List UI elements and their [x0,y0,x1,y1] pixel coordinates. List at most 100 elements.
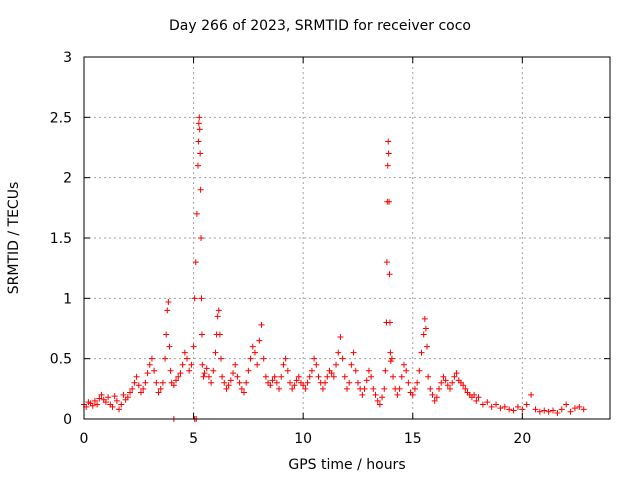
x-tick-label: 5 [189,431,198,447]
data-point [333,361,340,368]
data-point [295,373,302,380]
data-point [162,355,169,362]
data-point [127,389,134,396]
y-tick-label: 0.5 [50,352,72,368]
data-point [251,349,258,356]
data-point [205,373,212,380]
data-point [386,198,393,205]
data-point [403,367,410,374]
data-point [471,391,478,398]
data-point [388,355,395,362]
data-point [157,385,164,392]
data-point [212,349,219,356]
data-point [475,394,482,401]
data-point [142,379,149,386]
x-tick-label: 15 [404,431,422,447]
data-point [249,343,256,350]
data-point [135,382,142,389]
data-point [308,367,315,374]
data-point [153,379,160,386]
data-point [94,401,101,408]
data-point [453,370,460,377]
data-point [131,379,138,386]
data-point [216,331,223,338]
data-point [460,382,467,389]
y-tick-label: 1 [63,291,72,307]
data-point [532,406,539,413]
data-point [137,389,144,396]
data-point [195,120,202,127]
data-point [219,373,226,380]
data-point [311,355,318,362]
data-point [315,373,322,380]
data-point [420,331,427,338]
data-point [449,379,456,386]
data-point [236,379,243,386]
data-point [181,349,188,356]
data-point [91,397,98,404]
data-point [166,343,173,350]
data-point [411,385,418,392]
data-point [267,382,274,389]
data-point [319,385,326,392]
data-point [438,379,445,386]
data-point [198,295,205,302]
data-point [163,331,170,338]
data-point [440,373,447,380]
data-point [447,385,454,392]
data-point [313,361,320,368]
data-point [348,361,355,368]
data-point [194,162,201,169]
data-point [423,343,430,350]
data-point [519,406,526,413]
data-point [462,385,469,392]
data-point [116,406,123,413]
data-point [418,349,425,356]
data-point [140,385,147,392]
data-point [433,394,440,401]
data-point [394,391,401,398]
data-point [195,138,202,145]
data-point [387,349,394,356]
data-point [398,373,405,380]
data-point [191,295,198,302]
data-point [210,367,217,374]
data-point [184,355,191,362]
data-point [245,367,252,374]
data-point [328,370,335,377]
data-point [120,391,127,398]
data-point [514,403,521,410]
x-tick-label: 20 [513,431,531,447]
data-point [198,235,205,241]
data-point [385,150,392,157]
data-point [284,367,291,374]
data-point [167,367,174,374]
data-point [98,391,105,398]
data-point [105,394,112,401]
data-point [113,397,120,404]
data-point [361,385,368,392]
data-point [230,370,237,377]
data-point [164,307,171,314]
data-point [262,373,269,380]
data-point [179,361,186,368]
grid-lines [84,57,610,419]
y-tick-label: 1.5 [50,231,72,247]
data-point [273,379,280,386]
data-point [302,385,309,392]
data-point [390,373,397,380]
data-point [427,385,434,392]
data-point [196,126,203,133]
data-point [102,399,109,406]
data-point [396,385,403,392]
data-point [280,361,287,368]
data-point [386,271,393,278]
y-tick-label: 0 [63,412,72,428]
data-point [146,361,153,368]
data-point [365,367,372,374]
data-point [563,401,570,408]
data-point [197,150,204,157]
data-point [282,355,289,362]
data-point [341,373,348,380]
